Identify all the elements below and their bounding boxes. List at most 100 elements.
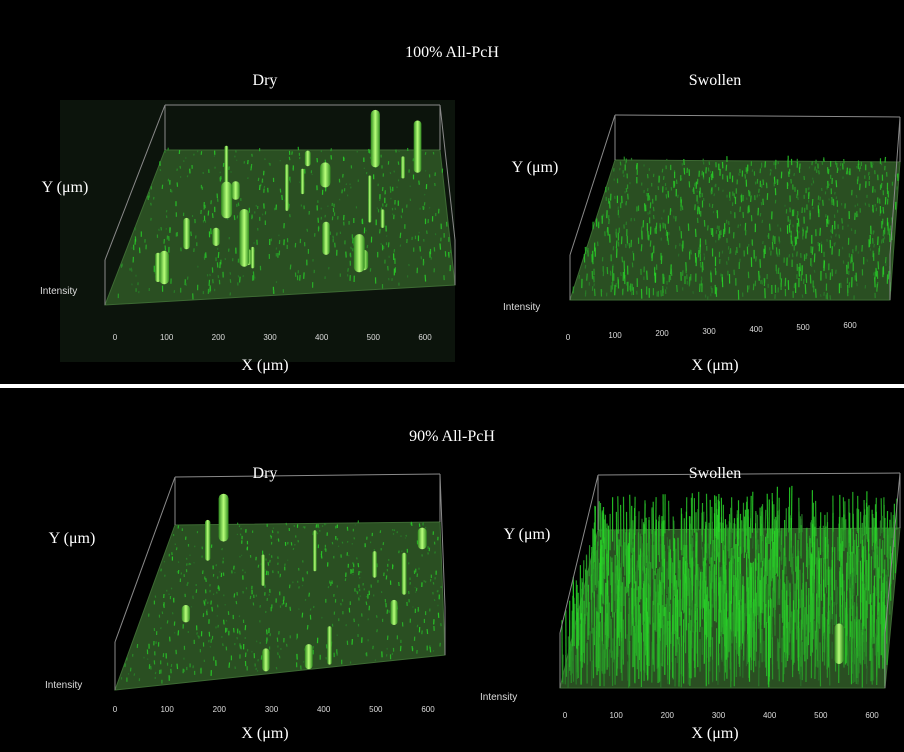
surface-texture — [234, 593, 235, 597]
surface-texture — [729, 603, 730, 652]
surface-peak — [261, 555, 265, 586]
surface-texture — [210, 646, 211, 648]
surface-texture — [266, 571, 267, 575]
surface-texture — [159, 229, 160, 231]
surface-peak — [262, 648, 269, 671]
surface-texture — [848, 554, 849, 580]
surface-texture — [652, 253, 653, 262]
x-tick-label: 0 — [566, 333, 571, 342]
surface-texture — [659, 529, 660, 562]
surface-texture — [749, 205, 750, 212]
surface-peak — [835, 624, 844, 665]
intensity-label: Intensity — [45, 680, 82, 691]
surface-texture — [351, 247, 352, 250]
y-axis-label: Y (μm) — [49, 530, 96, 547]
surface-texture — [872, 642, 873, 685]
surface-peak — [212, 228, 219, 246]
surface-texture — [797, 194, 798, 198]
x-axis-label: X (μm) — [241, 725, 288, 742]
y-axis-label: Y (μm) — [504, 526, 551, 543]
surface-texture — [679, 226, 680, 230]
surface-texture — [759, 607, 760, 629]
surface-texture — [647, 271, 648, 280]
surface-texture — [824, 157, 825, 162]
surface-texture — [763, 180, 764, 186]
surface-texture — [655, 273, 656, 283]
surface-texture — [271, 536, 272, 539]
surface-peak — [372, 551, 376, 578]
surface-texture — [677, 285, 678, 292]
x-tick-label: 100 — [160, 705, 174, 714]
surface-texture — [885, 157, 886, 163]
x-axis-label: X (μm) — [691, 725, 738, 742]
surface-texture — [831, 236, 832, 239]
surface-texture — [877, 635, 878, 685]
surface-texture — [258, 565, 259, 568]
surface-texture — [276, 667, 277, 669]
intensity-label: Intensity — [503, 302, 540, 313]
surface-texture — [849, 641, 850, 675]
x-tick-label: 500 — [796, 323, 810, 332]
surface-texture — [759, 271, 760, 281]
surface-texture — [814, 270, 815, 273]
surface-texture — [839, 234, 840, 238]
surface-peak — [401, 156, 405, 178]
surface-texture — [293, 548, 294, 550]
surface-texture — [180, 166, 181, 169]
surface-texture — [234, 215, 235, 220]
surface-texture — [756, 256, 757, 261]
surface-texture — [639, 555, 640, 603]
surface-texture — [238, 203, 239, 206]
surface-texture — [151, 203, 152, 206]
surface-texture — [577, 649, 578, 679]
surface-texture — [267, 629, 268, 634]
surface-texture — [270, 633, 271, 636]
surface-texture — [213, 213, 214, 218]
surface-texture — [240, 534, 241, 536]
x-tick-label: 0 — [113, 333, 118, 342]
x-tick-label: 400 — [317, 705, 331, 714]
surface-peak — [301, 169, 305, 194]
x-tick-label: 300 — [263, 333, 277, 342]
surface-texture — [412, 646, 413, 651]
surface-texture — [700, 191, 701, 198]
surface-peak — [414, 121, 422, 173]
x-tick-label: 300 — [702, 327, 716, 336]
surface-texture — [759, 189, 760, 193]
surface-peak — [219, 494, 229, 542]
surface-texture — [684, 574, 685, 613]
x-tick-label: 400 — [763, 711, 777, 720]
surface-texture — [292, 151, 293, 154]
surface-texture — [881, 210, 882, 213]
surface-texture — [851, 257, 852, 264]
surface-texture — [348, 268, 349, 272]
surface-texture — [860, 184, 861, 191]
surface-texture — [882, 239, 883, 243]
surface-texture — [726, 165, 727, 171]
surface-texture — [167, 620, 168, 623]
surface-texture — [197, 632, 198, 634]
surface-peak — [381, 209, 385, 228]
surface-texture — [240, 277, 241, 283]
surface-peak — [327, 626, 332, 664]
x-axis-label: X (μm) — [691, 357, 738, 374]
x-tick-label: 200 — [213, 705, 227, 714]
x-tick-label: 500 — [814, 711, 828, 720]
surface-texture — [290, 265, 291, 270]
surface-texture — [420, 246, 421, 251]
x-tick-label: 500 — [369, 705, 383, 714]
surface-texture — [836, 180, 837, 187]
panel-title: 90% All-PcH — [409, 428, 495, 445]
surface-texture — [270, 560, 271, 563]
x-tick-label: 600 — [843, 321, 857, 330]
surface-texture — [251, 167, 252, 171]
surface-peak — [371, 110, 380, 167]
surface-texture — [881, 183, 882, 188]
page: 100% All-PcH0100200300400500600Intensity… — [0, 0, 904, 752]
surface-texture — [427, 231, 428, 234]
surface-texture — [739, 173, 740, 175]
surface-texture — [321, 555, 322, 559]
surface-texture — [820, 228, 821, 236]
surface-texture — [746, 592, 747, 617]
surface-texture — [331, 148, 332, 151]
